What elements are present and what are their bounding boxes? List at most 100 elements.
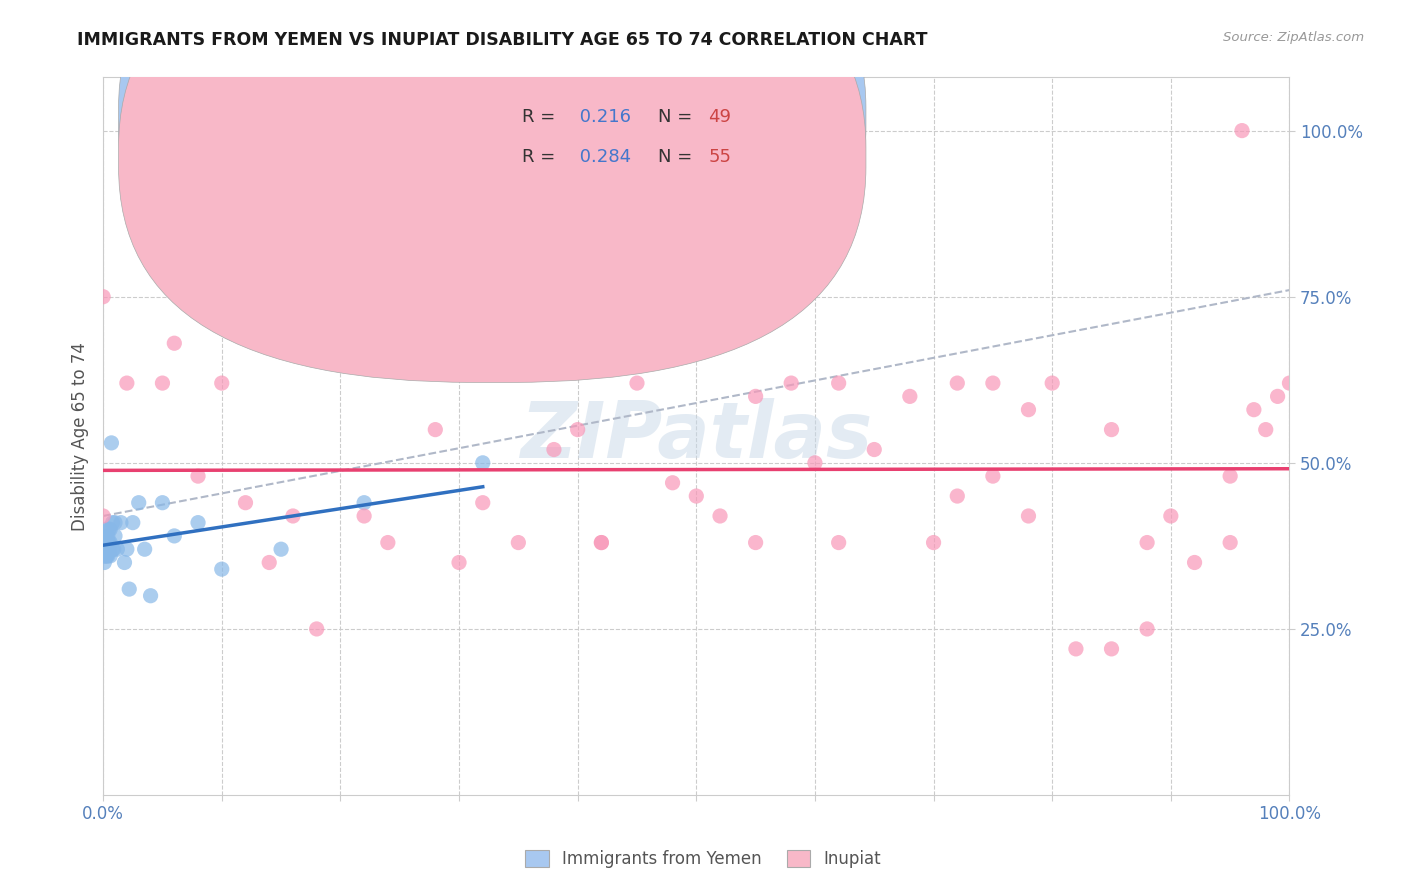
Point [780,376,803,390]
Text: Source: ZipAtlas.com: Source: ZipAtlas.com [1223,31,1364,45]
Point [211,376,233,390]
Point [827,376,849,390]
Text: N =: N = [634,148,697,166]
Text: 0.216: 0.216 [574,108,631,126]
Point [211,562,233,576]
Point [103,542,125,557]
Point [353,496,375,510]
Point [946,376,969,390]
Point [567,423,589,437]
Point [94,535,117,549]
Point [1064,641,1087,656]
Point [1243,402,1265,417]
Point [163,529,186,543]
Point [922,535,945,549]
Point [139,589,162,603]
Point [508,535,530,549]
Point [97,529,120,543]
Point [115,542,138,557]
Point [97,535,120,549]
Point [128,496,150,510]
Point [152,496,174,510]
Point [1101,423,1123,437]
Point [827,535,849,549]
FancyBboxPatch shape [118,0,866,343]
Point [377,535,399,549]
Point [1017,508,1039,523]
Point [425,423,447,437]
Point [591,535,613,549]
Point [104,529,127,543]
Point [804,456,827,470]
Point [1219,469,1241,483]
Text: 55: 55 [709,148,731,166]
Point [93,556,115,570]
Point [91,290,114,304]
Point [91,508,114,523]
Point [121,516,143,530]
Point [946,489,969,503]
Point [93,542,115,557]
Point [270,542,292,557]
Point [981,376,1004,390]
Point [1136,535,1159,549]
Point [96,535,118,549]
Point [543,442,565,457]
FancyBboxPatch shape [453,88,792,185]
Point [1184,556,1206,570]
Text: ZIPatlas: ZIPatlas [520,398,872,475]
Point [93,542,115,557]
Point [281,508,304,523]
Point [447,556,470,570]
Point [257,556,280,570]
Point [1160,508,1182,523]
Point [98,549,121,563]
Point [591,535,613,549]
Point [863,442,886,457]
Point [1017,402,1039,417]
Point [152,376,174,390]
Point [96,549,118,563]
Text: R =: R = [522,148,561,166]
Point [118,582,141,596]
Point [1219,535,1241,549]
Text: R =: R = [522,108,561,126]
Point [91,535,114,549]
Point [305,622,328,636]
Point [100,436,122,450]
Point [709,508,731,523]
Legend: Immigrants from Yemen, Inupiat: Immigrants from Yemen, Inupiat [519,843,887,875]
Point [91,549,114,563]
Point [235,496,257,510]
Point [114,556,136,570]
Point [97,549,120,563]
Point [91,542,114,557]
Y-axis label: Disability Age 65 to 74: Disability Age 65 to 74 [72,342,89,531]
Point [898,389,921,403]
Text: IMMIGRANTS FROM YEMEN VS INUPIAT DISABILITY AGE 65 TO 74 CORRELATION CHART: IMMIGRANTS FROM YEMEN VS INUPIAT DISABIL… [77,31,928,49]
Point [353,508,375,523]
Point [98,535,121,549]
Point [101,516,124,530]
Point [744,535,766,549]
Point [1267,389,1289,403]
Point [96,535,118,549]
Point [134,542,156,557]
Point [471,456,494,470]
Point [94,549,117,563]
Point [105,542,128,557]
Point [187,516,209,530]
Point [93,535,115,549]
Point [98,522,121,536]
Point [94,522,117,536]
Point [98,542,121,557]
Point [96,542,118,557]
Text: 0.284: 0.284 [574,148,631,166]
Point [1254,423,1277,437]
Point [163,336,186,351]
Point [981,469,1004,483]
Text: N =: N = [634,108,697,126]
FancyBboxPatch shape [118,0,866,383]
Point [661,475,683,490]
Point [744,389,766,403]
